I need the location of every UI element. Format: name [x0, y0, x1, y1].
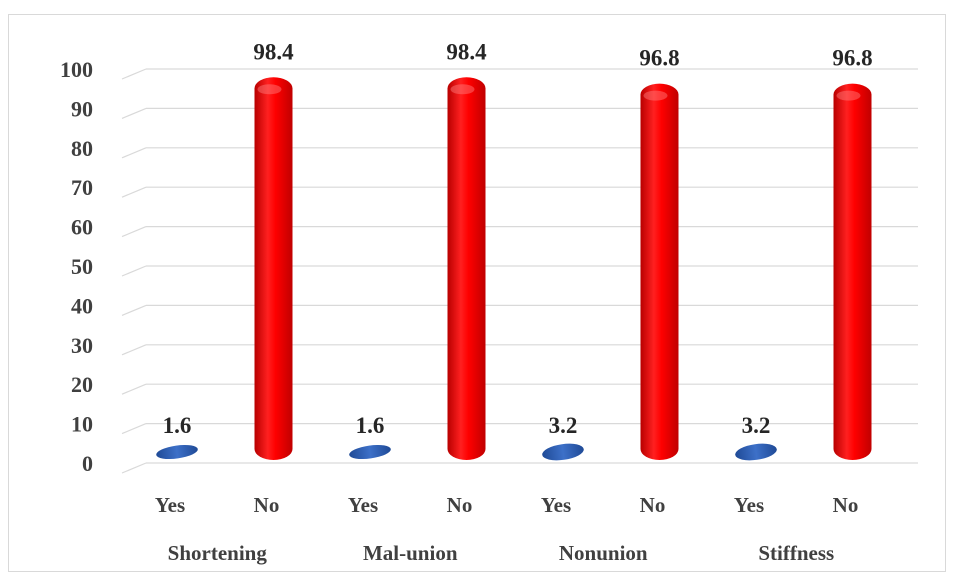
x-group-label: Nonunion: [559, 541, 648, 565]
y-tick-label: 70: [71, 175, 93, 200]
bar-no: [833, 83, 872, 460]
gridline-depth: [121, 462, 147, 474]
x-category-label: No: [833, 493, 859, 517]
bar-yes: [542, 443, 584, 461]
y-tick-label: 100: [60, 57, 93, 82]
y-tick-label: 40: [71, 293, 93, 318]
gridline-depth: [121, 186, 147, 198]
x-axis-categories: Yes No Yes No Yes No Yes No: [155, 493, 859, 517]
gridline-depth: [121, 147, 147, 159]
grid-lines: [121, 68, 918, 474]
data-label: 1.6: [163, 413, 192, 438]
x-category-label: Yes: [541, 493, 571, 517]
bar-no: [447, 77, 486, 460]
data-label: 3.2: [549, 413, 578, 438]
x-category-label: No: [254, 493, 280, 517]
data-label: 3.2: [742, 413, 771, 438]
x-category-label: No: [640, 493, 666, 517]
data-label: 96.8: [639, 46, 679, 71]
bar-yes: [349, 444, 391, 460]
bar-no: [254, 77, 293, 460]
bars: [156, 77, 872, 461]
data-labels: 1.6 98.4 1.6 98.4 3.2 96.8 3.2 96.8: [163, 39, 873, 438]
y-tick-label: 90: [71, 96, 93, 121]
y-tick-label: 50: [71, 254, 93, 279]
data-label: 98.4: [253, 39, 294, 64]
bar-no-highlight: [643, 90, 668, 101]
y-tick-label: 10: [71, 412, 93, 437]
y-tick-label: 60: [71, 215, 93, 240]
bar-no-highlight: [450, 84, 475, 95]
x-axis-groups: Shortening Mal-union Nonunion Stiffness: [168, 541, 835, 565]
bar-no: [640, 83, 679, 460]
gridline-depth: [121, 383, 147, 395]
x-category-label: No: [447, 493, 473, 517]
x-group-label: Stiffness: [758, 541, 834, 565]
gridline-depth: [121, 344, 147, 356]
data-label: 98.4: [446, 39, 487, 64]
x-category-label: Yes: [348, 493, 378, 517]
gridline-depth: [121, 68, 147, 80]
x-category-label: Yes: [155, 493, 185, 517]
bar-no-highlight: [257, 84, 282, 95]
y-tick-label: 0: [82, 451, 93, 476]
bar-yes: [735, 443, 777, 461]
x-group-label: Mal-union: [363, 541, 458, 565]
y-tick-label: 20: [71, 372, 93, 397]
x-category-label: Yes: [734, 493, 764, 517]
data-label: 1.6: [356, 413, 385, 438]
data-label: 96.8: [832, 46, 872, 71]
y-axis-ticks: 0 10 20 30 40 50 60 70 80 90 100: [60, 57, 93, 476]
gridline-depth: [121, 423, 147, 435]
gridline-depth: [121, 304, 147, 316]
x-group-label: Shortening: [168, 541, 268, 565]
y-tick-label: 30: [71, 333, 93, 358]
gridline-depth: [121, 265, 147, 277]
y-tick-label: 80: [71, 136, 93, 161]
bar-no-highlight: [836, 90, 861, 101]
bar-yes: [156, 444, 198, 460]
gridline-depth: [121, 107, 147, 119]
gridline-depth: [121, 226, 147, 238]
